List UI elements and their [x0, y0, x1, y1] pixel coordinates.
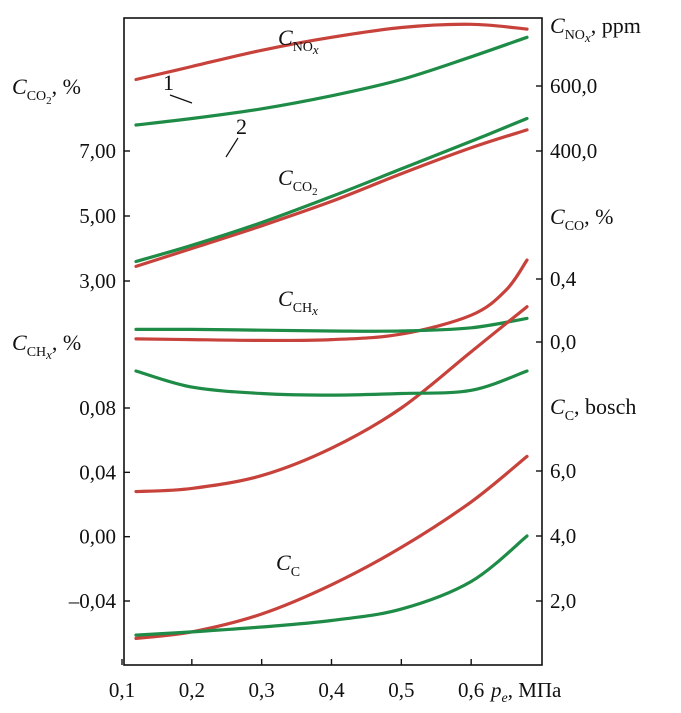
y-tick-label: 6,0: [550, 459, 576, 483]
y-tick-label: 7,00: [79, 139, 116, 163]
axis-title-co2: CCO2, %: [12, 74, 81, 107]
curve-c-2: [134, 534, 529, 637]
y-tick-label: 400,0: [550, 139, 597, 163]
series-label-2: 2: [236, 114, 247, 139]
y-tick-label: 3,00: [79, 269, 116, 293]
curve-ch-1: [134, 305, 529, 494]
x-tick-label: 0,3: [249, 678, 275, 702]
curve-co-2: [134, 316, 529, 333]
y-tick-label: 4,0: [550, 524, 576, 548]
axis-title-co: CCO, %: [550, 204, 613, 234]
x-tick-label: 0,5: [388, 678, 414, 702]
x-tick-label: 0,2: [179, 678, 205, 702]
x-axis-title: pe, МПа: [489, 678, 562, 706]
x-tick-label: 0,1: [109, 678, 135, 702]
curve-label-c: CC: [276, 550, 300, 580]
y-tick-label: 0,0: [550, 330, 576, 354]
curve-c-1: [134, 454, 529, 640]
y-tick-label: 0,00: [79, 525, 116, 549]
curve-label-nox: CNOx: [278, 25, 319, 57]
curve-label-co2: CCO2: [278, 165, 318, 198]
axis-title-ch: CCHx, %: [12, 330, 81, 362]
y-tick-label: 0,08: [79, 396, 116, 420]
y-tick-label: 0,4: [550, 267, 577, 291]
axis-title-c: CC, bosch: [550, 394, 636, 424]
y-tick-label: 2,0: [550, 589, 576, 613]
curve-label-ch: CCHx: [278, 286, 318, 318]
series-label-1: 1: [163, 70, 174, 95]
x-tick-label: 0,4: [318, 678, 345, 702]
x-tick-label: 0,6: [458, 678, 484, 702]
y-tick-label: 5,00: [79, 204, 116, 228]
labels-layer: CCO2, % CCHx, % CNOx, ppm CCO, % CC, bosch CN…: [12, 13, 641, 580]
curve-nox-2: [134, 35, 529, 127]
ticks-layer: 0,1 0,2 0,3 0,4 0,5 0,6 pe, МПа 7,00 5,00 3,00 0,0…: [68, 74, 598, 706]
series-label-1-leader: [169, 94, 193, 104]
y-tick-label: 600,0: [550, 74, 597, 98]
curve-co2-1: [134, 128, 529, 268]
y-tick-label: 0,04: [79, 460, 116, 484]
series-label-2-leader: [225, 137, 239, 158]
curve-ch-2: [134, 369, 529, 397]
curve-nox-1: [134, 22, 529, 82]
y-tick-label: –0,04: [68, 589, 117, 613]
curve-co-1: [134, 258, 529, 343]
plot-frame: [123, 17, 543, 666]
curve-co2-2: [134, 116, 529, 264]
axis-title-nox: CNOx, ppm: [550, 13, 641, 45]
curves-layer: [134, 22, 529, 640]
